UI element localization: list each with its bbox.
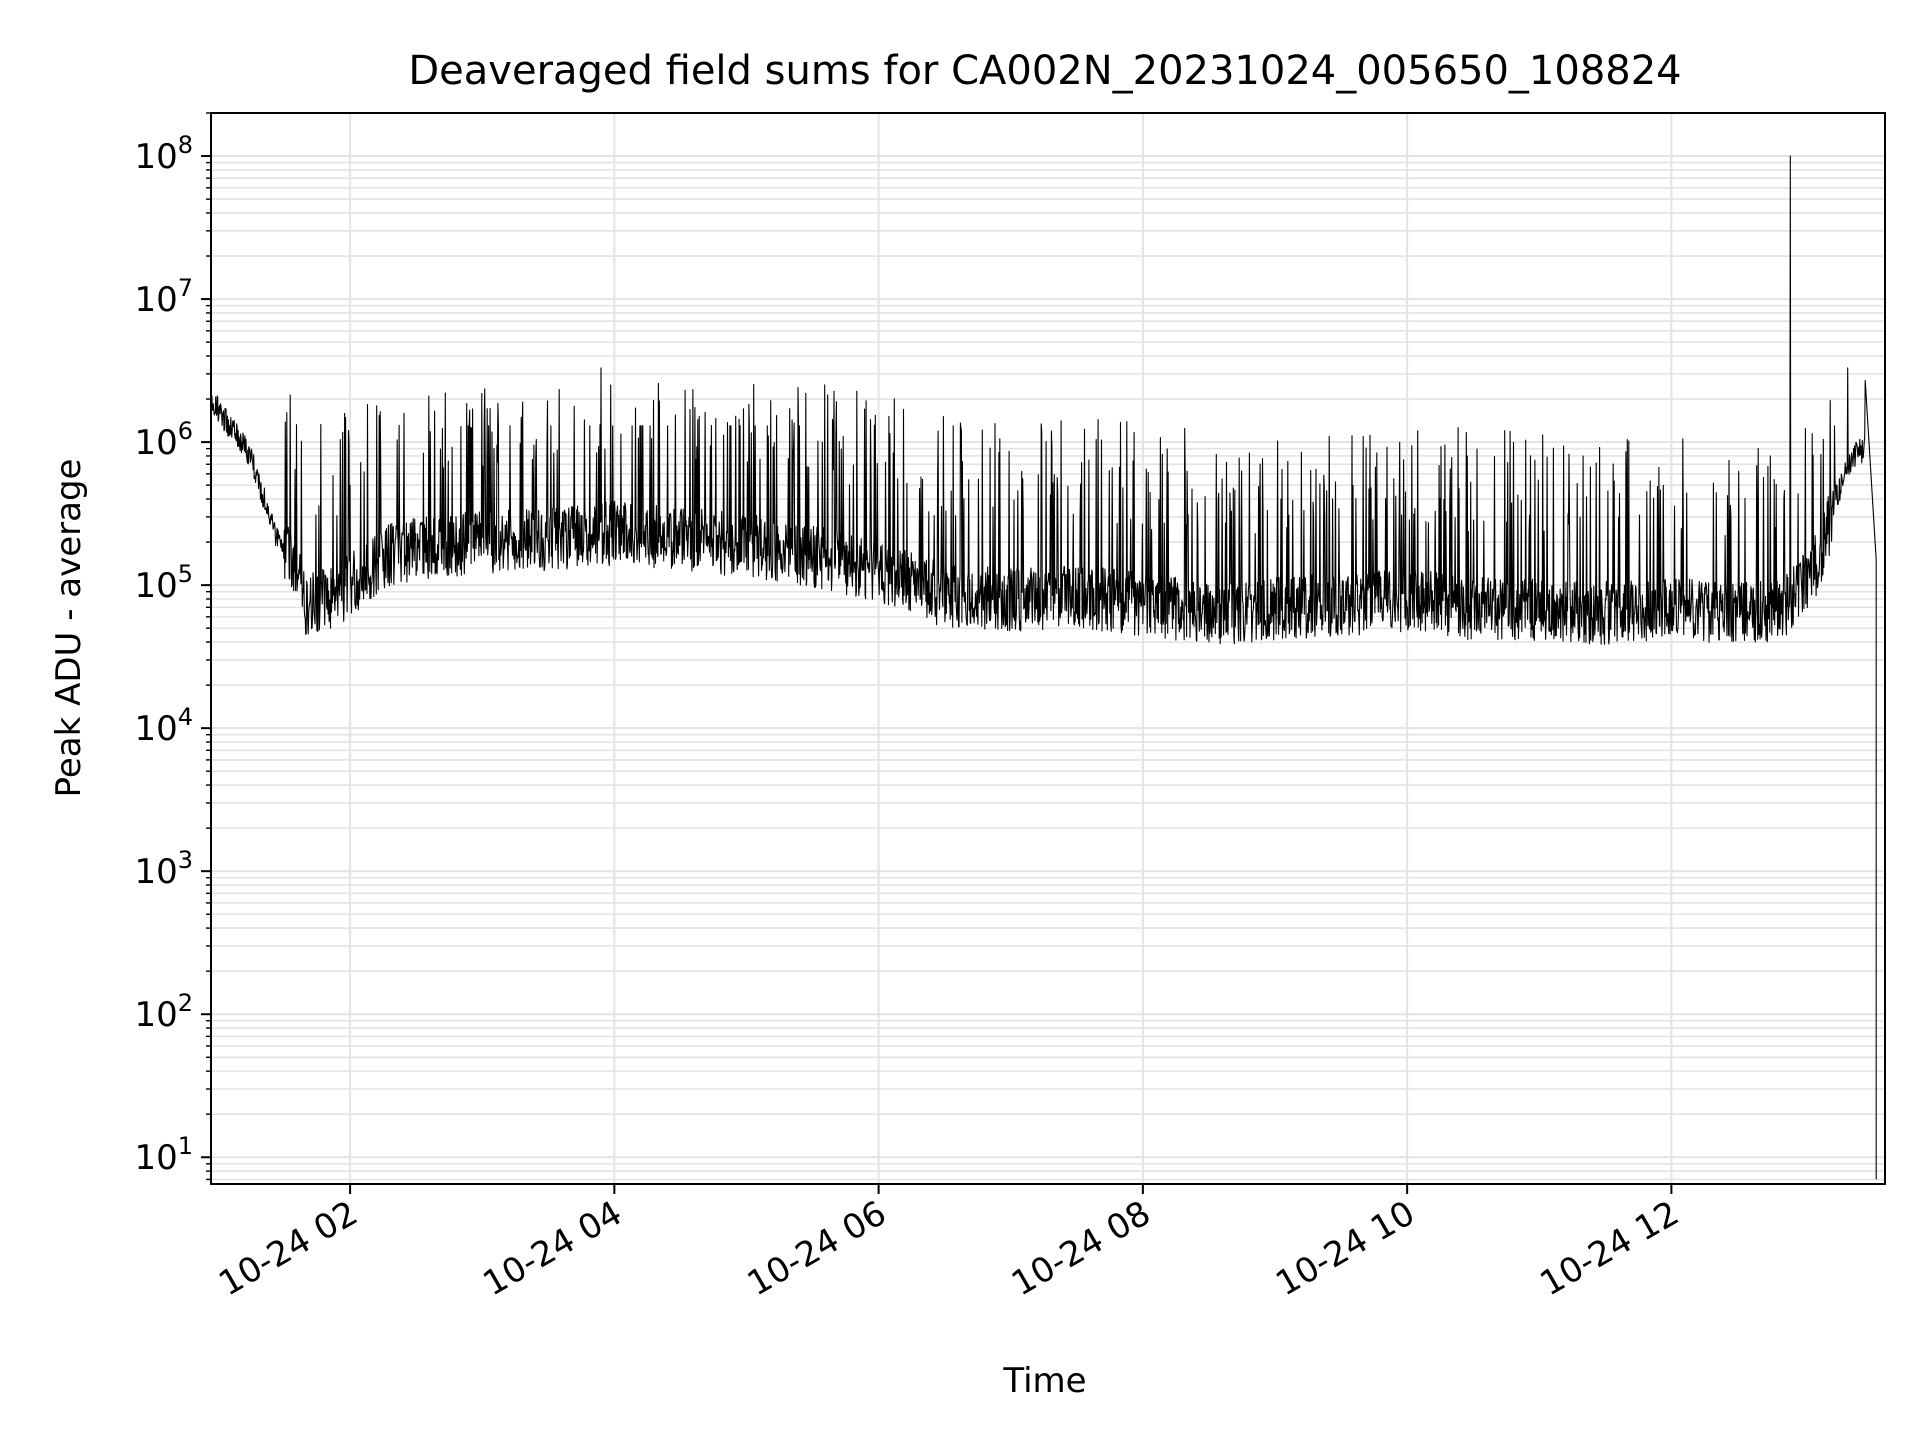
y-tick-label: 105 (134, 560, 193, 606)
y-tick-label: 102 (134, 989, 193, 1035)
x-tick-label: 10-24 04 (476, 1193, 628, 1304)
series-line (210, 155, 1877, 1180)
y-tick-label: 104 (134, 703, 193, 749)
y-tick-label: 108 (134, 131, 193, 177)
x-tick-label: 10-24 12 (1533, 1193, 1685, 1304)
y-tick-label: 101 (134, 1132, 193, 1178)
x-tick-label: 10-24 10 (1269, 1193, 1421, 1304)
grid-lines (211, 112, 1885, 1184)
x-axis-label: Time (1002, 1361, 1086, 1401)
x-axis-ticks: 10-24 02 10-24 04 10-24 06 10-24 08 10-24 10… (212, 1184, 1686, 1304)
x-tick-label: 10-24 08 (1005, 1193, 1157, 1304)
y-tick-label: 107 (134, 274, 193, 320)
axes-frame (210, 112, 1886, 1185)
chart-title: Deaveraged field sums for CA002N_2023102… (408, 48, 1681, 94)
x-tick-label: 10-24 02 (212, 1193, 364, 1304)
y-axis-ticks: 101 102 103 104 105 106 107 108 (134, 112, 211, 1181)
x-tick-label: 10-24 06 (741, 1193, 893, 1304)
y-axis-label: Peak ADU - average (49, 459, 89, 798)
y-tick-label: 106 (134, 417, 193, 463)
y-tick-label: 103 (134, 846, 193, 892)
